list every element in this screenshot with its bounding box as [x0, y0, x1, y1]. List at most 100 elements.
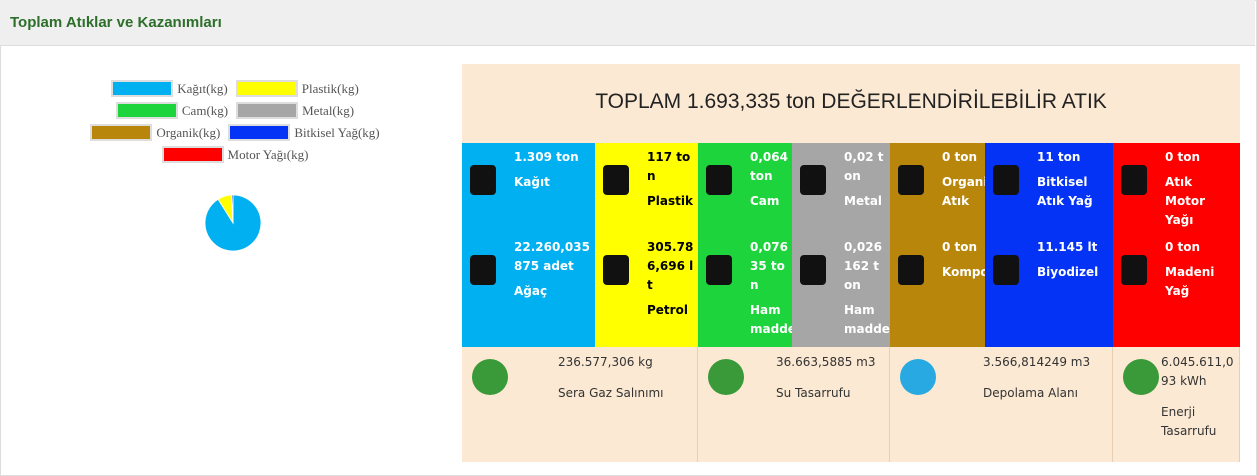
summary-title: TOPLAM 1.693,335 ton DEĞERLENDİRİLEBİLİR…	[595, 90, 1107, 113]
tile-icon	[993, 255, 1019, 285]
stat-tile: 0,02 ton Metal	[792, 143, 890, 233]
legend-label: Plastik(kg)	[301, 80, 359, 96]
tile-value: 0 ton	[942, 150, 978, 164]
header-title: Toplam Atıklar ve Kazanımları	[10, 14, 222, 31]
tile-value: 0 ton	[1165, 150, 1201, 164]
tile-label: Atık Motor Yağı	[1165, 175, 1206, 227]
legend-swatch	[228, 124, 291, 141]
saving-value: 236.577,306 kg	[558, 355, 653, 369]
tile-icon	[603, 165, 629, 195]
legend-swatch	[90, 124, 153, 141]
tile-value: 1.309 ton	[514, 150, 579, 164]
tile-icon	[800, 255, 826, 285]
stat-tile: 0,07635 ton Ham madde	[698, 233, 796, 347]
tile-icon	[603, 255, 629, 285]
legend: Kağıt(kg) Plastik(kg) Cam(kg) Metal(kg) Orga…	[75, 80, 395, 168]
legend-swatch	[115, 102, 178, 119]
tile-icon	[470, 255, 496, 285]
legend-label: Motor Yağı(kg)	[227, 146, 309, 162]
header: Toplam Atıklar ve Kazanımları	[0, 0, 1255, 46]
tile-icon	[898, 165, 924, 195]
pie-chart	[204, 194, 262, 252]
legend-item: Metal(kg)	[236, 102, 354, 119]
saving-label: Sera Gaz Salınımı	[558, 386, 664, 400]
tile-icon	[1121, 255, 1147, 285]
tile-label: Kompost	[942, 265, 1002, 279]
stat-tile: 0 ton Organik Atık	[890, 143, 996, 233]
tile-value: 0,02 ton	[844, 150, 884, 183]
legend-swatch	[236, 102, 299, 119]
tile-value: 22.260,035875 adet	[514, 240, 590, 273]
stat-tile: 0 ton Madeni Yağ	[1113, 233, 1240, 347]
pie-slice	[231, 194, 234, 224]
tile-icon	[800, 165, 826, 195]
saving-label: Enerji Tasarrufu	[1161, 405, 1217, 438]
legend-item: Plastik(kg)	[235, 80, 359, 97]
tile-label: Petrol	[647, 303, 688, 317]
tile-value: 305.786,696 lt	[647, 240, 694, 292]
saving-value: 36.663,5885 m3	[776, 355, 876, 369]
saving-icon	[900, 359, 936, 395]
tile-icon	[993, 165, 1019, 195]
stat-tile: 1.309 ton Kağıt	[462, 143, 595, 233]
tile-label: Plastik	[647, 194, 693, 208]
tile-value: 0,026162 ton	[844, 240, 882, 292]
summary-panel: TOPLAM 1.693,335 ton DEĞERLENDİRİLEBİLİR…	[462, 64, 1240, 462]
legend-swatch	[161, 146, 224, 163]
legend-item: Motor Yağı(kg)	[161, 146, 309, 163]
tile-value: 11.145 lt	[1037, 240, 1098, 254]
tile-label: Ağaç	[514, 284, 548, 298]
legend-label: Metal(kg)	[302, 102, 355, 118]
tile-value: 0 ton	[1165, 240, 1201, 254]
tile-label: Madeni Yağ	[1165, 265, 1215, 298]
tile-label: Kağıt	[514, 175, 550, 189]
legend-swatch	[235, 80, 298, 97]
saving-label: Su Tasarrufu	[776, 386, 851, 400]
legend-label: Kağıt(kg)	[177, 80, 228, 96]
saving-cell: 3.566,814249 m3 Depolama Alanı	[890, 347, 1113, 462]
stat-tile: 0,064 ton Cam	[698, 143, 792, 233]
saving-icon	[472, 359, 508, 395]
legend-item: Cam(kg)	[115, 102, 229, 119]
tile-label: Biyodizel	[1037, 265, 1099, 279]
tile-value: 11 ton	[1037, 150, 1081, 164]
tile-label: Cam	[750, 194, 780, 208]
saving-cell: 6.045.611,093 kWh Enerji Tasarrufu	[1113, 347, 1240, 462]
saving-value: 6.045.611,093 kWh	[1161, 355, 1234, 388]
stat-tile: 0 ton Atık Motor Yağı	[1113, 143, 1240, 233]
stat-tile: 305.786,696 lt Petrol	[595, 233, 698, 347]
legend-item: Organik(kg)	[90, 124, 220, 141]
tile-label: Bitkisel Atık Yağ	[1037, 175, 1093, 208]
stat-tile: 22.260,035875 adet Ağaç	[462, 233, 595, 347]
saving-icon	[1123, 359, 1159, 395]
legend-label: Cam(kg)	[181, 102, 229, 118]
stat-tile: 11.145 lt Biyodizel	[985, 233, 1113, 347]
tile-icon	[470, 165, 496, 195]
tile-label: Organik Atık	[942, 175, 996, 208]
legend-label: Bitkisel Yağ(kg)	[294, 124, 380, 140]
stat-tile: 117 ton Plastik	[595, 143, 698, 233]
tile-icon	[706, 165, 732, 195]
tile-icon	[706, 255, 732, 285]
tile-icon	[898, 255, 924, 285]
tile-label: Ham madde	[844, 303, 890, 336]
saving-label: Depolama Alanı	[983, 386, 1078, 400]
stat-tile: 11 ton Bitkisel Atık Yağ	[985, 143, 1113, 233]
saving-value: 3.566,814249 m3	[983, 355, 1091, 369]
tile-value: 117 ton	[647, 150, 691, 183]
saving-cell: 236.577,306 kg Sera Gaz Salınımı	[462, 347, 698, 462]
legend-item: Kağıt(kg)	[111, 80, 228, 97]
tile-value: 0,064 ton	[750, 150, 788, 183]
saving-cell: 36.663,5885 m3 Su Tasarrufu	[698, 347, 890, 462]
tile-label: Metal	[844, 194, 883, 208]
stat-tile: 0,026162 ton Ham madde	[792, 233, 890, 347]
tile-value: 0,07635 ton	[750, 240, 788, 292]
legend-label: Organik(kg)	[156, 124, 221, 140]
legend-swatch	[111, 80, 174, 97]
stat-tile: 0 ton Kompost	[890, 233, 1002, 347]
legend-item: Bitkisel Yağ(kg)	[228, 124, 380, 141]
tile-icon	[1121, 165, 1147, 195]
tile-label: Ham madde	[750, 303, 796, 336]
saving-icon	[708, 359, 744, 395]
